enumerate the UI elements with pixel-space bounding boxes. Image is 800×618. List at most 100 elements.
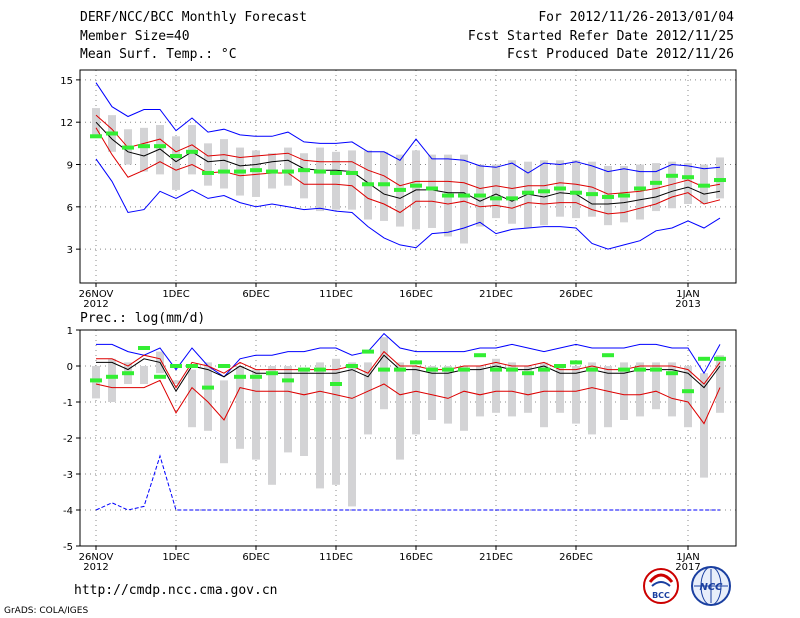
series-max-line [96, 332, 721, 378]
observed-marker [106, 131, 118, 136]
x-tick-label: 1JAN [676, 552, 699, 563]
spread-box [396, 362, 404, 460]
x-tick-label: 26DEC [559, 289, 593, 300]
plot-frame [79, 329, 737, 547]
spread-box [172, 380, 180, 384]
y-tick-label: 6 [67, 203, 73, 214]
x-tick-label: 26DEC [559, 552, 593, 563]
x-tick-label: 1DEC [162, 552, 189, 563]
x-tick-label: 21DEC [479, 289, 513, 300]
observed-marker [218, 364, 230, 368]
forecast-produced-date: Fcst Produced Date 2012/11/26 [507, 47, 734, 62]
observed-marker [186, 149, 198, 154]
spread-box [316, 362, 324, 489]
observed-marker [618, 367, 630, 372]
observed-marker [410, 360, 422, 365]
observed-marker [602, 194, 614, 199]
observed-marker [490, 196, 502, 201]
spread-box [236, 366, 244, 449]
observed-marker [170, 154, 182, 159]
observed-marker [122, 371, 134, 376]
spread-box [508, 160, 516, 224]
observed-marker [282, 378, 294, 383]
spread-box [508, 362, 516, 417]
observed-marker [186, 364, 198, 368]
observed-marker [698, 356, 710, 361]
x-tick-label: 2012 [83, 299, 108, 310]
spread-box [444, 366, 452, 424]
x-tick-label: 2017 [675, 562, 700, 573]
observed-marker [586, 367, 598, 372]
spread-box [348, 150, 356, 210]
spread-box [412, 366, 420, 435]
spread-box [172, 136, 180, 190]
x-tick-label: 11DEC [319, 552, 353, 563]
observed-marker [154, 144, 166, 149]
observed-marker [666, 173, 678, 178]
observed-marker [378, 182, 390, 187]
spread-box [540, 362, 548, 428]
spread-box [300, 153, 308, 199]
x-tick-label: 21DEC [479, 552, 513, 563]
chart-title: DERF/NCC/BCC Monthly Forecast [80, 10, 307, 25]
observed-marker [538, 367, 550, 372]
spread-box [572, 160, 580, 219]
observed-marker [602, 353, 614, 358]
spread-box [188, 369, 196, 428]
spread-box [524, 366, 532, 413]
series-min-line [95, 454, 720, 511]
observed-marker [362, 182, 374, 187]
x-tick-label: 2013 [675, 299, 700, 310]
observed-marker [298, 168, 310, 173]
spread-box [604, 366, 612, 428]
spread-box [220, 380, 228, 464]
x-tick-label: 1JAN [676, 289, 699, 300]
observed-marker [634, 367, 646, 372]
observed-marker [458, 367, 470, 372]
spread-box [476, 366, 484, 417]
observed-marker [138, 144, 150, 149]
series-mean-line [96, 354, 721, 393]
observed-marker [522, 371, 534, 376]
spread-box [700, 373, 708, 478]
observed-marker [90, 378, 102, 383]
observed-marker [410, 183, 422, 188]
observed-marker [506, 196, 518, 201]
observed-marker [570, 360, 582, 365]
series-min-line [95, 158, 721, 250]
source-url[interactable]: http://cmdp.ncc.cma.gov.cn [74, 583, 278, 598]
spread-box [284, 147, 292, 186]
spread-box [492, 358, 500, 413]
spread-box [684, 366, 692, 428]
y-tick-label: -3 [63, 470, 73, 481]
y-tick-label: 12 [60, 118, 73, 129]
observed-marker [314, 169, 326, 174]
y-tick-label: -1 [63, 398, 73, 409]
variable-label: Mean Surf. Temp.: °C [80, 47, 237, 62]
spread-box [588, 161, 596, 217]
spread-box [252, 150, 260, 197]
observed-marker [698, 183, 710, 188]
y-tick-label: -2 [63, 434, 73, 445]
member-size: Member Size=40 [80, 29, 190, 44]
y-tick-label: -4 [63, 506, 73, 517]
observed-marker [506, 367, 518, 372]
y-tick-label: 1 [67, 326, 73, 337]
observed-marker [202, 170, 214, 175]
spread-box [620, 362, 628, 420]
spread-box [284, 366, 292, 453]
y-tick-label: -5 [63, 542, 73, 553]
observed-marker [682, 175, 694, 180]
observed-marker [426, 367, 438, 372]
y-tick-label: 0 [67, 362, 73, 373]
spread-box [332, 358, 340, 485]
observed-marker [650, 367, 662, 372]
spread-box [380, 337, 388, 410]
spread-box [140, 127, 148, 172]
forecast-period: For 2012/11/26-2013/01/04 [538, 10, 734, 25]
observed-marker [490, 367, 502, 372]
observed-marker [618, 193, 630, 198]
observed-marker [330, 170, 342, 175]
observed-marker [554, 364, 566, 368]
